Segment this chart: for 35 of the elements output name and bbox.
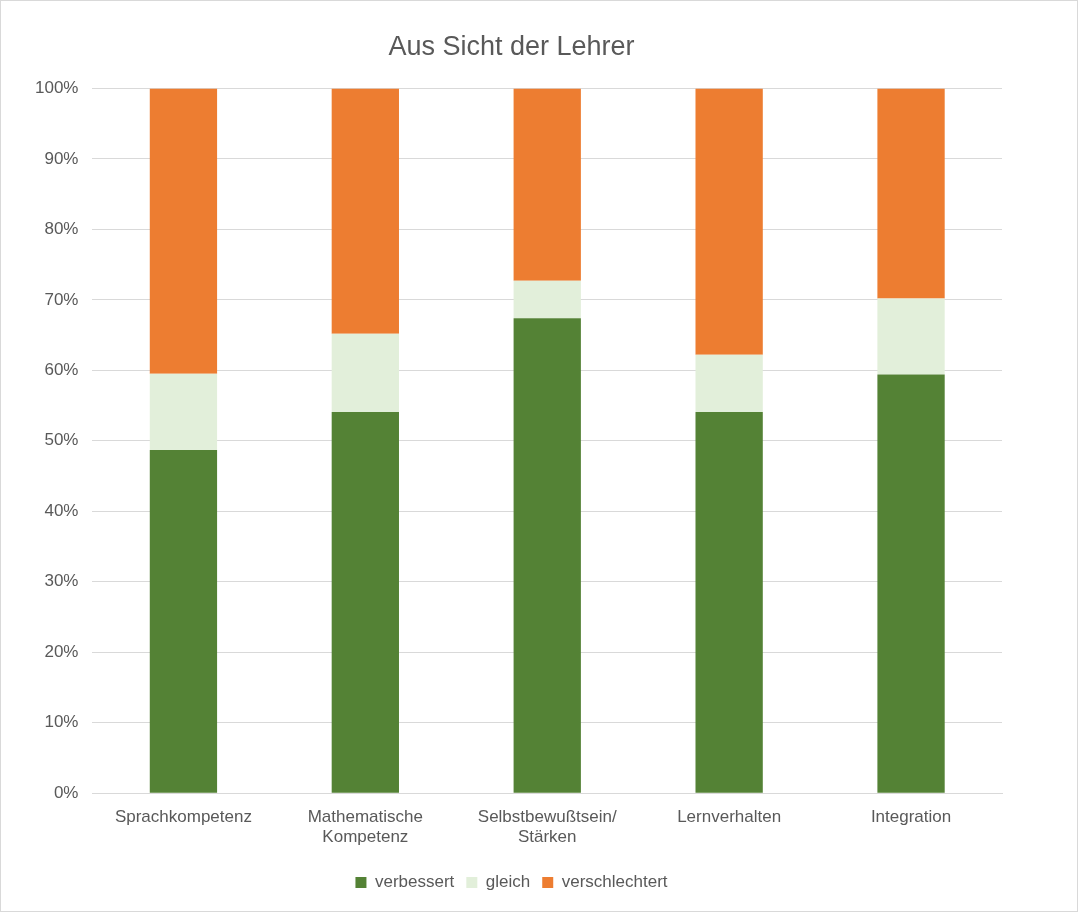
bar [877, 298, 945, 375]
x-tick-label: Mathematische Kompetenz [307, 807, 423, 847]
bar [331, 411, 399, 793]
y-tick-label: 30% [44, 571, 79, 591]
bar [149, 88, 218, 374]
bar [877, 374, 945, 793]
y-tick-label: 80% [44, 219, 79, 239]
y-tick-label: 60% [44, 360, 79, 380]
legend-label: verschlechtert [561, 872, 668, 892]
bar [695, 411, 763, 793]
bar [331, 333, 399, 412]
y-tick-label: 10% [44, 712, 79, 732]
y-tick-label: 70% [44, 289, 79, 309]
x-tick-label: Selbstbewußtsein/ Stärken [477, 807, 617, 847]
legend-label: verbessert [374, 872, 455, 892]
bar [695, 88, 763, 355]
y-tick-label: 100% [35, 78, 79, 98]
y-tick-label: 90% [44, 148, 79, 168]
legend-label: gleich [485, 872, 531, 892]
bar [877, 88, 945, 299]
y-tick-label: 40% [44, 500, 79, 520]
y-tick-label: 50% [44, 430, 79, 450]
x-tick-label: Integration [870, 807, 952, 827]
bar [331, 88, 399, 334]
y-tick-label: 0% [53, 782, 79, 802]
bar [149, 449, 218, 793]
bar [513, 318, 581, 793]
chart-title: Aus Sicht der Lehrer [388, 30, 635, 61]
bar [149, 373, 218, 450]
x-tick-label: Sprachkompetenz [114, 807, 252, 827]
bar [695, 354, 763, 412]
y-tick-label: 20% [44, 641, 79, 661]
bar [513, 88, 581, 281]
bar [513, 280, 581, 319]
x-tick-label: Lernverhalten [677, 807, 782, 827]
